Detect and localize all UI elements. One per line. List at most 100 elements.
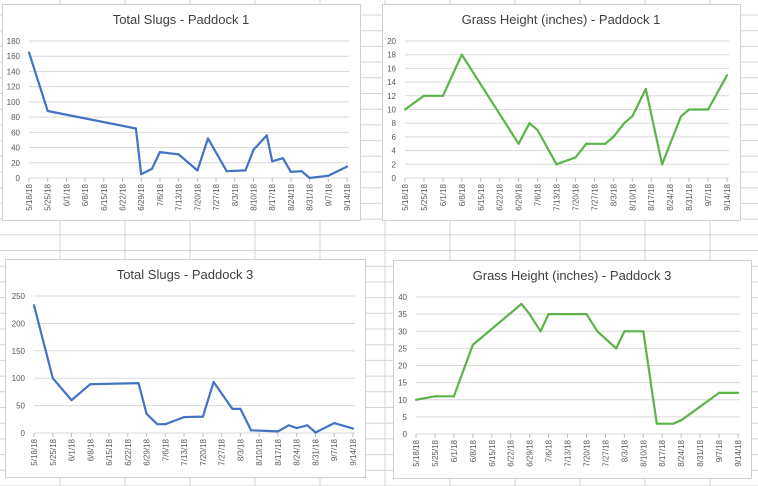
chart-1[interactable]: Total Slugs - Paddock 1 0 20 40 60 80 100 120 14… [2, 4, 361, 221]
data-point [252, 148, 255, 151]
data-point [403, 108, 407, 111]
x-tick-label: 7/27/18 [218, 438, 227, 465]
data-point [27, 51, 31, 54]
data-point [642, 330, 645, 333]
data-point [671, 422, 675, 425]
x-tick-label: 7/13/18 [180, 438, 189, 465]
x-tick-label: 5/25/18 [420, 183, 429, 210]
data-point [145, 412, 148, 415]
x-tick-label: 7/20/18 [199, 438, 208, 465]
data-point [300, 170, 303, 173]
data-point [177, 153, 180, 156]
data-point [680, 419, 683, 422]
data-point [528, 313, 531, 316]
y-tick-label: 100 [12, 374, 26, 383]
data-point [140, 173, 143, 176]
x-tick-label: 6/8/18 [81, 183, 90, 206]
x-tick-label: 7/6/18 [545, 439, 554, 462]
y-tick-label: 12 [387, 92, 396, 101]
data-point [201, 415, 204, 418]
data-point [699, 405, 702, 408]
y-tick-label: 8 [392, 119, 397, 128]
x-tick-label: 7/6/18 [534, 183, 543, 206]
data-point [536, 128, 539, 132]
y-tick-label: 14 [387, 78, 396, 87]
x-tick-label: 8/17/18 [658, 439, 667, 466]
data-point [46, 109, 49, 113]
x-tick-label: 6/1/18 [68, 438, 77, 461]
x-tick-label: 7/20/18 [193, 183, 202, 210]
x-tick-label: 6/15/18 [105, 438, 114, 465]
y-tick-label: 250 [12, 292, 26, 301]
data-point [655, 422, 658, 425]
data-point [612, 135, 615, 138]
x-tick-label: 8/3/18 [609, 183, 618, 206]
x-tick-label: 6/22/18 [496, 183, 505, 210]
y-tick-label: 15 [398, 379, 407, 388]
y-tick-label: 80 [11, 113, 20, 122]
y-tick-label: 10 [398, 396, 407, 405]
data-point [150, 167, 154, 170]
x-tick-label: 5/25/18 [49, 438, 58, 465]
data-point [196, 169, 199, 172]
x-tick-label: 8/17/18 [268, 183, 277, 210]
x-tick-label: 6/22/18 [507, 439, 516, 466]
data-point [517, 142, 520, 145]
x-tick-label: 9/14/18 [734, 439, 743, 466]
y-tick-label: 40 [11, 144, 20, 153]
data-point [433, 395, 437, 398]
chart-3[interactable]: Total Slugs - Paddock 3 0 50 100 150 200 250 5/… [5, 259, 366, 478]
y-tick-label: 100 [7, 98, 21, 107]
x-tick-label: 6/29/18 [526, 439, 535, 466]
data-point [70, 399, 73, 402]
data-point [471, 343, 474, 347]
data-point [528, 122, 531, 125]
y-tick-label: 4 [392, 147, 397, 156]
data-point [585, 313, 588, 316]
x-tick-label: 7/13/18 [553, 183, 562, 210]
data-point [51, 377, 54, 380]
data-point [679, 115, 683, 118]
data-point [156, 423, 159, 426]
x-tick-label: 5/18/18 [412, 439, 421, 466]
x-tick-label: 7/6/18 [156, 183, 165, 206]
x-tick-label: 8/3/18 [231, 183, 240, 206]
data-point [422, 94, 426, 97]
data-point [183, 416, 186, 419]
x-tick-label: 8/3/18 [620, 439, 629, 462]
x-tick-label: 8/31/18 [311, 438, 320, 465]
x-tick-label: 8/31/18 [306, 183, 315, 210]
y-tick-label: 20 [11, 159, 20, 168]
x-tick-label: 5/18/18 [30, 438, 39, 465]
data-point [717, 391, 721, 394]
data-point [289, 170, 292, 174]
x-tick-label: 9/14/18 [349, 438, 358, 465]
x-tick-label: 6/15/18 [488, 439, 497, 466]
x-tick-label: 6/22/18 [119, 183, 128, 210]
data-point [520, 302, 523, 305]
data-point [295, 426, 298, 430]
y-tick-label: 20 [387, 37, 396, 46]
x-tick-label: 7/20/18 [582, 439, 591, 466]
x-tick-label: 5/25/18 [431, 439, 440, 466]
x-tick-label: 7/20/18 [571, 183, 580, 210]
data-point [631, 115, 634, 118]
x-tick-label: 6/8/18 [86, 438, 95, 461]
chart-title: Total Slugs - Paddock 3 [117, 267, 254, 282]
chart-title: Total Slugs - Paddock 1 [113, 12, 250, 27]
data-point [333, 422, 336, 425]
chart-4[interactable]: Grass Height (inches) - Paddock 3 0 5 10 15 2… [393, 260, 752, 479]
chart-title: Grass Height (inches) - Paddock 1 [462, 12, 661, 27]
x-tick-label: 7/13/18 [564, 439, 573, 466]
x-tick-label: 9/7/18 [704, 183, 713, 206]
data-point [623, 122, 626, 125]
y-tick-label: 120 [7, 83, 21, 92]
y-tick-label: 20 [398, 362, 407, 371]
x-tick-label: 5/25/18 [44, 183, 53, 210]
data-point [736, 391, 740, 394]
chart-2[interactable]: Grass Height (inches) - Paddock 1 0 2 4 6 8 10… [382, 4, 741, 221]
data-point [225, 170, 228, 173]
x-tick-label: 5/18/18 [25, 183, 34, 210]
x-tick-label: 6/29/18 [137, 183, 146, 210]
